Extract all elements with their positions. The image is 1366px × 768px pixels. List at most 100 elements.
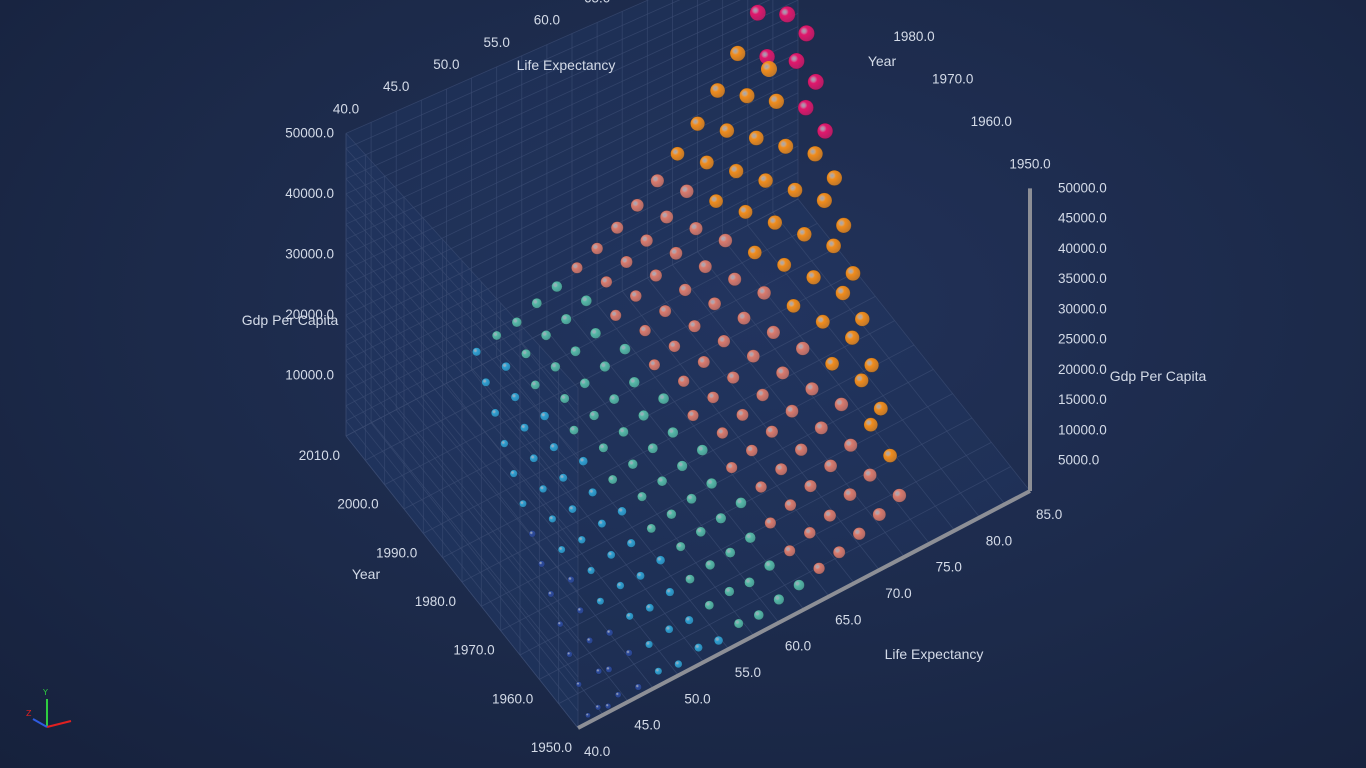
data-point[interactable] bbox=[597, 519, 607, 528]
data-point[interactable] bbox=[521, 348, 531, 359]
data-point[interactable] bbox=[637, 491, 647, 502]
data-point[interactable] bbox=[551, 281, 563, 293]
data-point[interactable] bbox=[530, 380, 541, 390]
data-point[interactable] bbox=[667, 426, 679, 439]
data-point[interactable] bbox=[664, 625, 674, 634]
data-point[interactable] bbox=[618, 426, 629, 438]
data-point[interactable] bbox=[659, 210, 674, 224]
data-point[interactable] bbox=[629, 289, 642, 303]
data-point[interactable] bbox=[843, 487, 857, 502]
data-point[interactable] bbox=[596, 597, 605, 606]
data-point[interactable] bbox=[728, 163, 744, 179]
data-point[interactable] bbox=[617, 506, 627, 516]
data-point[interactable] bbox=[709, 82, 726, 99]
data-point[interactable] bbox=[605, 665, 613, 673]
data-point[interactable] bbox=[589, 410, 600, 421]
data-point[interactable] bbox=[796, 226, 812, 242]
data-point[interactable] bbox=[558, 473, 568, 483]
data-point[interactable] bbox=[835, 285, 851, 301]
data-point[interactable] bbox=[491, 330, 502, 341]
data-point[interactable] bbox=[696, 444, 708, 456]
data-point[interactable] bbox=[834, 397, 849, 412]
data-point[interactable] bbox=[872, 507, 887, 522]
data-point[interactable] bbox=[649, 269, 663, 282]
data-point[interactable] bbox=[606, 550, 616, 560]
data-point[interactable] bbox=[706, 477, 718, 490]
data-point[interactable] bbox=[699, 155, 715, 170]
data-point[interactable] bbox=[676, 460, 688, 472]
data-point[interactable] bbox=[765, 425, 779, 439]
data-point[interactable] bbox=[689, 221, 703, 236]
data-point[interactable] bbox=[737, 311, 751, 325]
data-point[interactable] bbox=[610, 221, 624, 235]
data-point[interactable] bbox=[882, 448, 898, 463]
data-point[interactable] bbox=[805, 382, 819, 396]
data-point[interactable] bbox=[511, 317, 522, 328]
data-point[interactable] bbox=[804, 479, 817, 493]
data-point[interactable] bbox=[774, 462, 788, 476]
data-point[interactable] bbox=[863, 417, 878, 432]
data-point[interactable] bbox=[578, 456, 588, 466]
data-point[interactable] bbox=[794, 443, 808, 457]
data-point[interactable] bbox=[481, 377, 491, 387]
data-point[interactable] bbox=[645, 603, 655, 613]
data-point[interactable] bbox=[566, 651, 573, 658]
data-point[interactable] bbox=[739, 87, 755, 104]
data-point[interactable] bbox=[825, 238, 842, 254]
data-point[interactable] bbox=[528, 530, 536, 538]
data-point[interactable] bbox=[570, 345, 581, 357]
data-point[interactable] bbox=[768, 93, 785, 110]
data-point[interactable] bbox=[813, 562, 826, 575]
data-point[interactable] bbox=[630, 198, 644, 212]
data-point[interactable] bbox=[746, 349, 760, 363]
data-point[interactable] bbox=[832, 545, 846, 559]
data-point[interactable] bbox=[724, 547, 736, 558]
data-point[interactable] bbox=[783, 544, 796, 557]
data-point[interactable] bbox=[806, 269, 822, 285]
data-point[interactable] bbox=[816, 192, 833, 209]
data-point[interactable] bbox=[784, 499, 797, 512]
data-point[interactable] bbox=[490, 408, 500, 418]
data-point[interactable] bbox=[654, 667, 663, 676]
data-point[interactable] bbox=[645, 640, 654, 649]
data-point[interactable] bbox=[803, 526, 816, 539]
data-point[interactable] bbox=[580, 295, 592, 307]
data-point[interactable] bbox=[598, 442, 609, 453]
data-point[interactable] bbox=[579, 378, 590, 389]
data-point[interactable] bbox=[717, 334, 731, 348]
data-point[interactable] bbox=[764, 517, 777, 529]
data-point[interactable] bbox=[748, 130, 764, 146]
data-point[interactable] bbox=[531, 297, 543, 309]
data-point[interactable] bbox=[628, 376, 640, 388]
data-point[interactable] bbox=[744, 577, 755, 588]
data-point[interactable] bbox=[595, 668, 603, 675]
data-point[interactable] bbox=[646, 523, 657, 534]
data-point[interactable] bbox=[736, 408, 749, 422]
data-point[interactable] bbox=[625, 649, 633, 657]
data-points[interactable] bbox=[472, 0, 907, 719]
data-point[interactable] bbox=[595, 704, 602, 711]
data-point[interactable] bbox=[852, 527, 866, 541]
data-point[interactable] bbox=[539, 484, 548, 493]
data-point[interactable] bbox=[773, 593, 785, 605]
data-point[interactable] bbox=[719, 123, 735, 139]
data-point[interactable] bbox=[854, 311, 870, 327]
data-point[interactable] bbox=[775, 366, 790, 380]
data-point[interactable] bbox=[863, 468, 877, 482]
data-point[interactable] bbox=[815, 314, 831, 330]
data-point[interactable] bbox=[716, 427, 729, 439]
data-point[interactable] bbox=[795, 341, 810, 356]
data-point[interactable] bbox=[588, 487, 598, 497]
data-point[interactable] bbox=[591, 242, 604, 255]
data-point[interactable] bbox=[655, 555, 666, 565]
data-point[interactable] bbox=[698, 259, 713, 274]
data-point[interactable] bbox=[665, 587, 675, 597]
data-point[interactable] bbox=[843, 438, 858, 453]
data-point[interactable] bbox=[538, 560, 546, 568]
data-point[interactable] bbox=[539, 411, 550, 421]
data-point[interactable] bbox=[727, 272, 742, 287]
data-point[interactable] bbox=[707, 297, 722, 311]
data-point[interactable] bbox=[600, 275, 613, 288]
